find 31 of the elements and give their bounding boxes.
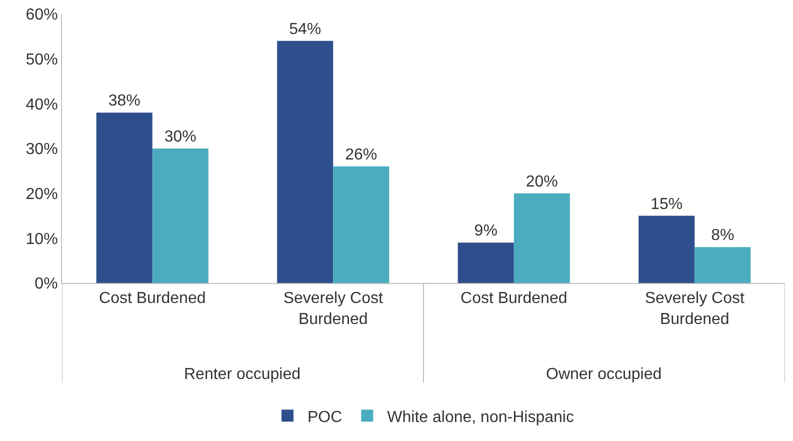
bar <box>694 247 751 283</box>
data-label: 9% <box>474 222 498 240</box>
data-label: 20% <box>526 173 558 190</box>
legend-label: White alone, non-Hispanic <box>387 408 574 426</box>
bar <box>638 216 695 283</box>
y-tick-label: 0% <box>34 276 58 293</box>
bar <box>96 112 152 283</box>
x-tick-label: Cost Burdened <box>99 290 206 308</box>
data-label: 38% <box>108 92 140 110</box>
y-tick-label: 50% <box>26 51 58 68</box>
bar <box>514 193 570 283</box>
x-tick-label: Severely Cost Burdened <box>283 290 384 328</box>
data-label: 8% <box>711 227 734 244</box>
y-tick-label: 40% <box>26 96 58 114</box>
text: Owner occupied <box>546 366 662 383</box>
y-tick-label: 20% <box>26 186 58 203</box>
bar <box>458 242 514 283</box>
y-tick-label: 60% <box>26 6 58 24</box>
text: Renter occupied <box>184 366 301 383</box>
x-tick-label: Cost Burdened <box>460 290 568 308</box>
bar <box>152 148 208 283</box>
bar <box>333 166 390 283</box>
bar <box>277 40 334 283</box>
x-tick-label: Severely Cost Burdened <box>644 290 745 328</box>
data-label: 15% <box>650 196 683 213</box>
data-label: 54% <box>289 20 322 38</box>
data-label: 26% <box>345 146 378 164</box>
y-tick-label: 30% <box>26 141 58 158</box>
y-tick-label: 10% <box>26 230 58 248</box>
data-label: 30% <box>164 128 196 146</box>
legend-label: POC <box>308 408 342 426</box>
